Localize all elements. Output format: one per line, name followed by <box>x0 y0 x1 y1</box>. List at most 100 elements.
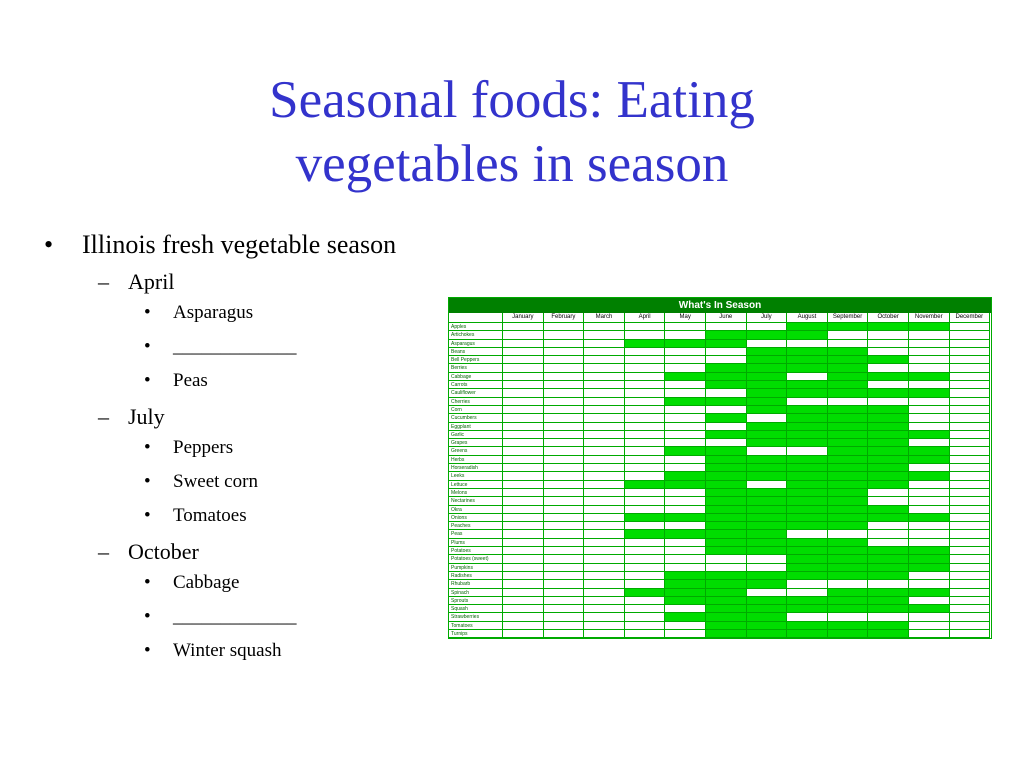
empty-cell <box>624 455 666 465</box>
empty-cell <box>503 422 544 431</box>
empty-cell <box>949 547 991 556</box>
table-row: Pumpkins <box>449 563 991 572</box>
in-season-cell <box>787 464 828 473</box>
empty-cell <box>665 323 706 332</box>
bullet-list: • Illinois fresh vegetable season – Apri… <box>40 228 420 673</box>
empty-cell <box>584 464 625 473</box>
in-season-cell <box>665 580 706 589</box>
empty-cell <box>543 547 585 556</box>
empty-cell <box>584 522 625 531</box>
food-name: Potatoes (sweet) <box>449 555 503 564</box>
empty-cell <box>503 455 544 465</box>
in-season-cell <box>827 563 869 572</box>
item-text: Sweet corn <box>173 471 258 492</box>
in-season-cell <box>705 538 747 548</box>
table-row: Cauliflower <box>449 389 991 398</box>
in-season-cell <box>868 605 909 614</box>
food-name: Onions <box>449 513 503 523</box>
in-season-cell <box>665 588 706 597</box>
empty-cell <box>949 513 991 523</box>
in-season-cell <box>746 621 788 630</box>
empty-cell <box>543 596 585 606</box>
empty-cell <box>503 530 544 539</box>
empty-cell <box>665 364 706 373</box>
empty-cell <box>543 323 585 332</box>
empty-cell <box>624 439 666 448</box>
empty-cell <box>584 547 625 556</box>
food-name: Okra <box>449 505 503 514</box>
in-season-cell <box>827 555 869 564</box>
table-row: Greens <box>449 447 991 456</box>
list-item: • Asparagus <box>40 301 420 325</box>
list-item: • Cabbage <box>40 571 420 595</box>
empty-cell <box>543 422 585 431</box>
in-season-cell <box>827 480 869 489</box>
empty-cell <box>624 563 666 572</box>
empty-cell <box>543 464 585 473</box>
empty-cell <box>705 422 747 431</box>
empty-cell <box>868 488 909 498</box>
in-season-cell <box>827 464 869 473</box>
empty-cell <box>787 530 828 539</box>
empty-cell <box>665 422 706 431</box>
month-july: – July <box>40 403 420 431</box>
empty-cell <box>949 555 991 564</box>
in-season-cell <box>705 530 747 539</box>
slide-title: Seasonal foods: Eating vegetables in sea… <box>0 68 1024 196</box>
empty-cell <box>665 522 706 531</box>
table-row: Radishes <box>449 571 991 581</box>
empty-cell <box>503 405 544 415</box>
dash-marker: – <box>98 269 109 294</box>
empty-cell <box>584 422 625 431</box>
empty-cell <box>624 522 666 531</box>
empty-cell <box>949 364 991 373</box>
in-season-cell <box>908 372 950 382</box>
in-season-cell <box>868 588 909 597</box>
table-row: Melons <box>449 488 991 498</box>
list-item: • Winter squash <box>40 639 420 663</box>
empty-cell <box>949 522 991 531</box>
table-row: Potatoes <box>449 547 991 556</box>
empty-cell <box>584 372 625 382</box>
empty-cell <box>624 538 666 548</box>
table-row: Onions <box>449 513 991 523</box>
food-name: Melons <box>449 488 503 498</box>
empty-cell <box>705 389 747 398</box>
empty-cell <box>949 455 991 465</box>
empty-cell <box>949 588 991 597</box>
food-name: Radishes <box>449 571 503 581</box>
empty-cell <box>503 513 544 523</box>
month-header: January <box>503 313 544 323</box>
in-season-cell <box>827 522 869 531</box>
item-text: Tomatoes <box>173 505 247 526</box>
empty-cell <box>868 497 909 506</box>
empty-cell <box>584 488 625 498</box>
list-item: • Tomatoes <box>40 504 420 528</box>
in-season-cell <box>705 621 747 630</box>
empty-cell <box>543 613 585 622</box>
empty-cell <box>503 472 544 481</box>
empty-cell <box>949 414 991 423</box>
in-season-cell <box>787 323 828 332</box>
empty-cell <box>584 430 625 440</box>
in-season-cell <box>908 472 950 481</box>
empty-cell <box>584 381 625 390</box>
empty-cell <box>908 339 950 348</box>
in-season-cell <box>705 447 747 456</box>
empty-cell <box>746 339 788 348</box>
empty-cell <box>584 555 625 564</box>
empty-cell <box>746 447 788 456</box>
empty-cell <box>543 397 585 406</box>
in-season-cell <box>746 596 788 606</box>
empty-cell <box>949 596 991 606</box>
food-name: Cabbage <box>449 372 503 382</box>
empty-cell <box>665 405 706 415</box>
empty-cell <box>827 530 869 539</box>
empty-cell <box>624 422 666 431</box>
empty-cell <box>787 580 828 589</box>
empty-cell <box>503 629 544 639</box>
month-header: May <box>665 313 706 323</box>
empty-cell <box>746 588 788 597</box>
table-row: Plums <box>449 538 991 548</box>
empty-cell <box>503 497 544 506</box>
